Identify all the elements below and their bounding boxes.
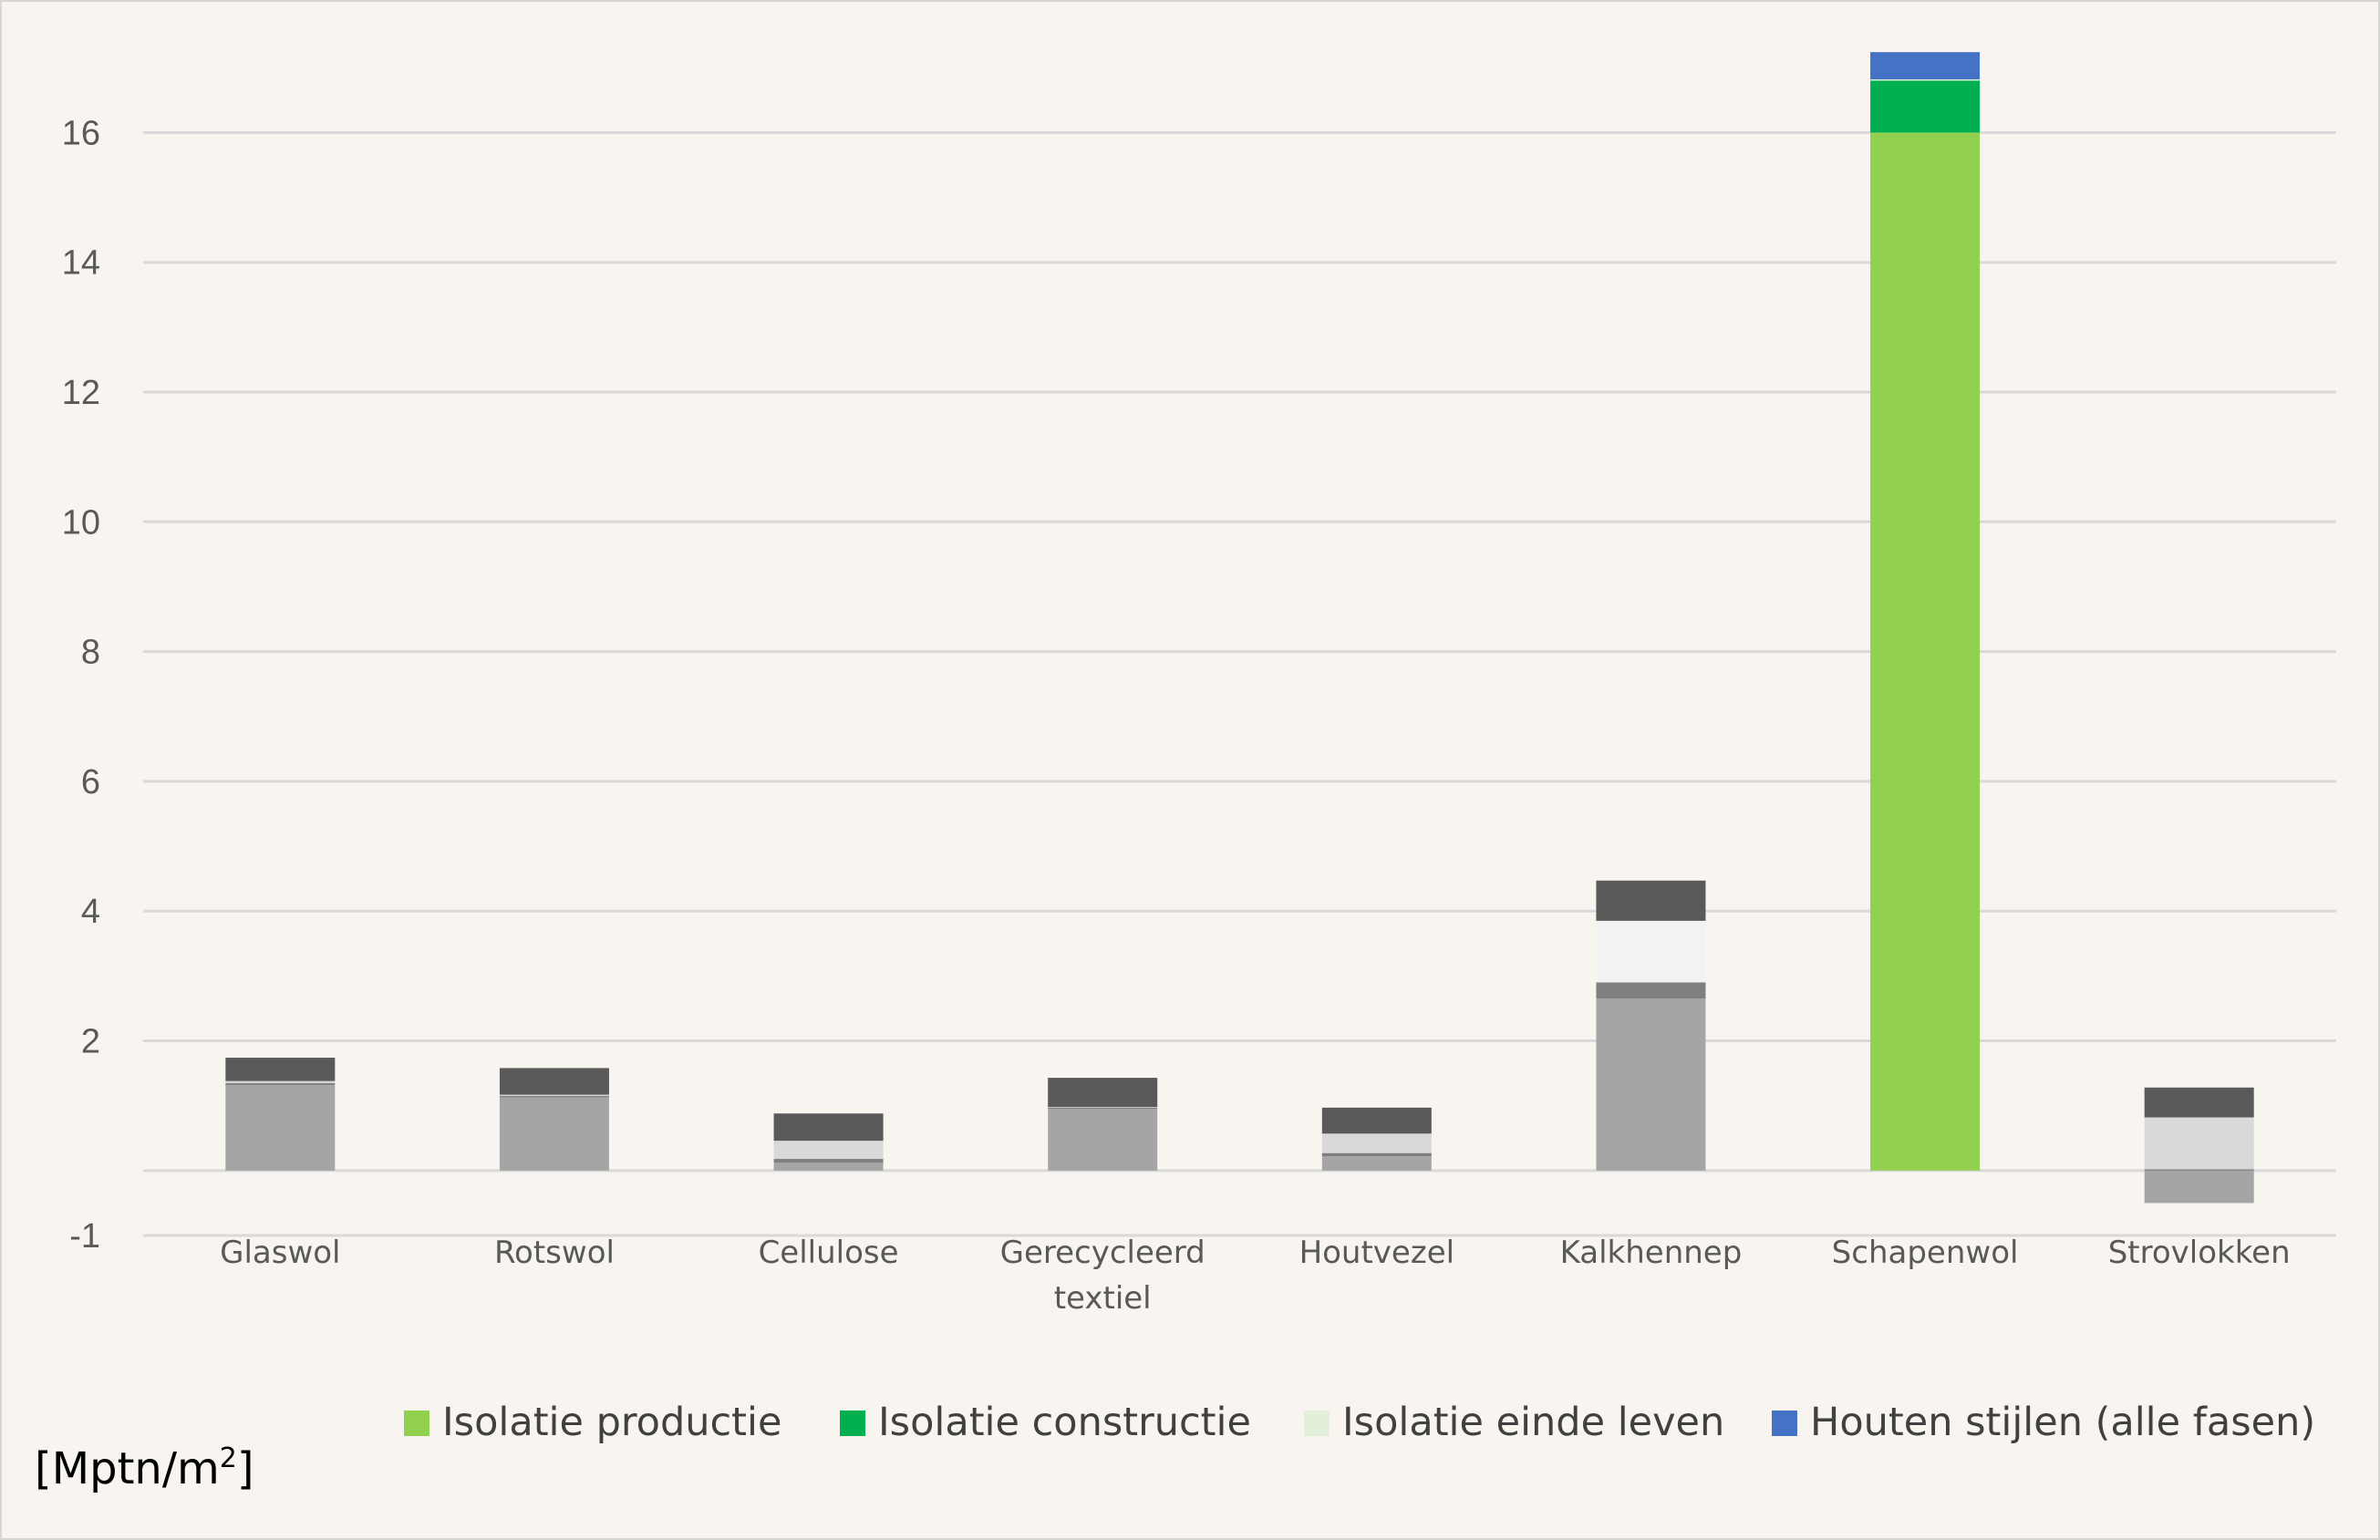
y-tick-label: 10 <box>62 503 100 542</box>
bar-segment <box>1048 1107 1158 1108</box>
bar-segment <box>773 1159 884 1163</box>
bar-segment <box>1321 1156 1432 1171</box>
x-category-label: Rotswol <box>494 1235 615 1271</box>
y-axis-tick-labels: -1 2 4 6 8 10 12 14 16 <box>62 114 100 1256</box>
bar-segment <box>2144 1169 2254 1171</box>
bar-segment <box>1870 80 1981 133</box>
bars <box>225 52 2254 1204</box>
y-tick-label: 6 <box>81 763 100 801</box>
x-category-label: Strovlokken <box>2108 1235 2291 1271</box>
x-category-label: Cellulose <box>759 1235 899 1271</box>
legend-swatch <box>840 1411 865 1436</box>
y-tick-label: 2 <box>81 1023 100 1061</box>
legend: Isolatie productie Isolatie constructie Is… <box>404 1400 2315 1445</box>
bar-segment <box>225 1082 336 1085</box>
legend-swatch <box>1304 1411 1330 1436</box>
y-tick-label: 14 <box>62 244 100 283</box>
bar-segment <box>499 1094 609 1097</box>
bar-segment <box>1321 1107 1432 1134</box>
bar-segment <box>2144 1087 2254 1118</box>
bar-segment <box>1870 52 1981 80</box>
bar-segment <box>1596 998 1706 1171</box>
bar-segment <box>499 1068 609 1095</box>
x-category-label: Glaswol <box>220 1235 340 1271</box>
y-tick-label: 8 <box>81 634 100 672</box>
x-category-label: Houtvezel <box>1299 1235 1455 1271</box>
bar-segment <box>1870 79 1981 81</box>
legend-entry-label: Houten stijlen (alle fasen) <box>1810 1400 2315 1445</box>
legend-entry-label: Isolatie einde leven <box>1342 1400 1724 1445</box>
bar-segment <box>2144 1170 2254 1204</box>
y-unit-label: [Mptn/m2] <box>35 1442 254 1494</box>
y-tick-label: 16 <box>62 114 100 152</box>
bar-segment <box>225 1084 336 1171</box>
x-category-label: Gerecycleerd <box>1000 1235 1206 1271</box>
legend-swatch <box>404 1411 429 1436</box>
bar-segment <box>1321 1152 1432 1157</box>
bar-segment <box>2144 1117 2254 1170</box>
bar-segment <box>225 1080 336 1083</box>
bar-segment <box>1048 1107 1158 1110</box>
bar-segment <box>1596 880 1706 921</box>
bar-segment <box>1870 132 1981 1171</box>
legend-entry-label: Isolatie productie <box>442 1400 781 1445</box>
y-tick-label: 12 <box>62 374 100 412</box>
bar-segment <box>1048 1078 1158 1108</box>
legend-entry-label: Isolatie constructie <box>878 1400 1251 1445</box>
y-tick-label: 4 <box>81 893 100 931</box>
bar-segment <box>499 1097 609 1171</box>
bar-segment <box>1596 920 1706 983</box>
legend-swatch <box>1772 1411 1797 1436</box>
x-category-label: Kalkhennep <box>1560 1235 1743 1271</box>
bar-segment <box>1596 982 1706 999</box>
bar-segment <box>773 1163 884 1171</box>
x-axis-category-labels: Glaswol Rotswol Cellulose Gerecycleerd texti… <box>220 1235 2291 1317</box>
bar-segment <box>499 1096 609 1098</box>
bar-segment <box>1321 1133 1432 1153</box>
y-tick-label: -1 <box>69 1217 100 1256</box>
x-category-label: Schapenwol <box>1832 1235 2019 1271</box>
bar-segment <box>773 1141 884 1160</box>
gridlines <box>143 130 2336 1237</box>
bar-segment <box>225 1058 336 1081</box>
bar-segment <box>773 1113 884 1142</box>
x-category-label: textiel <box>1054 1280 1152 1317</box>
bar-segment <box>1048 1109 1158 1171</box>
